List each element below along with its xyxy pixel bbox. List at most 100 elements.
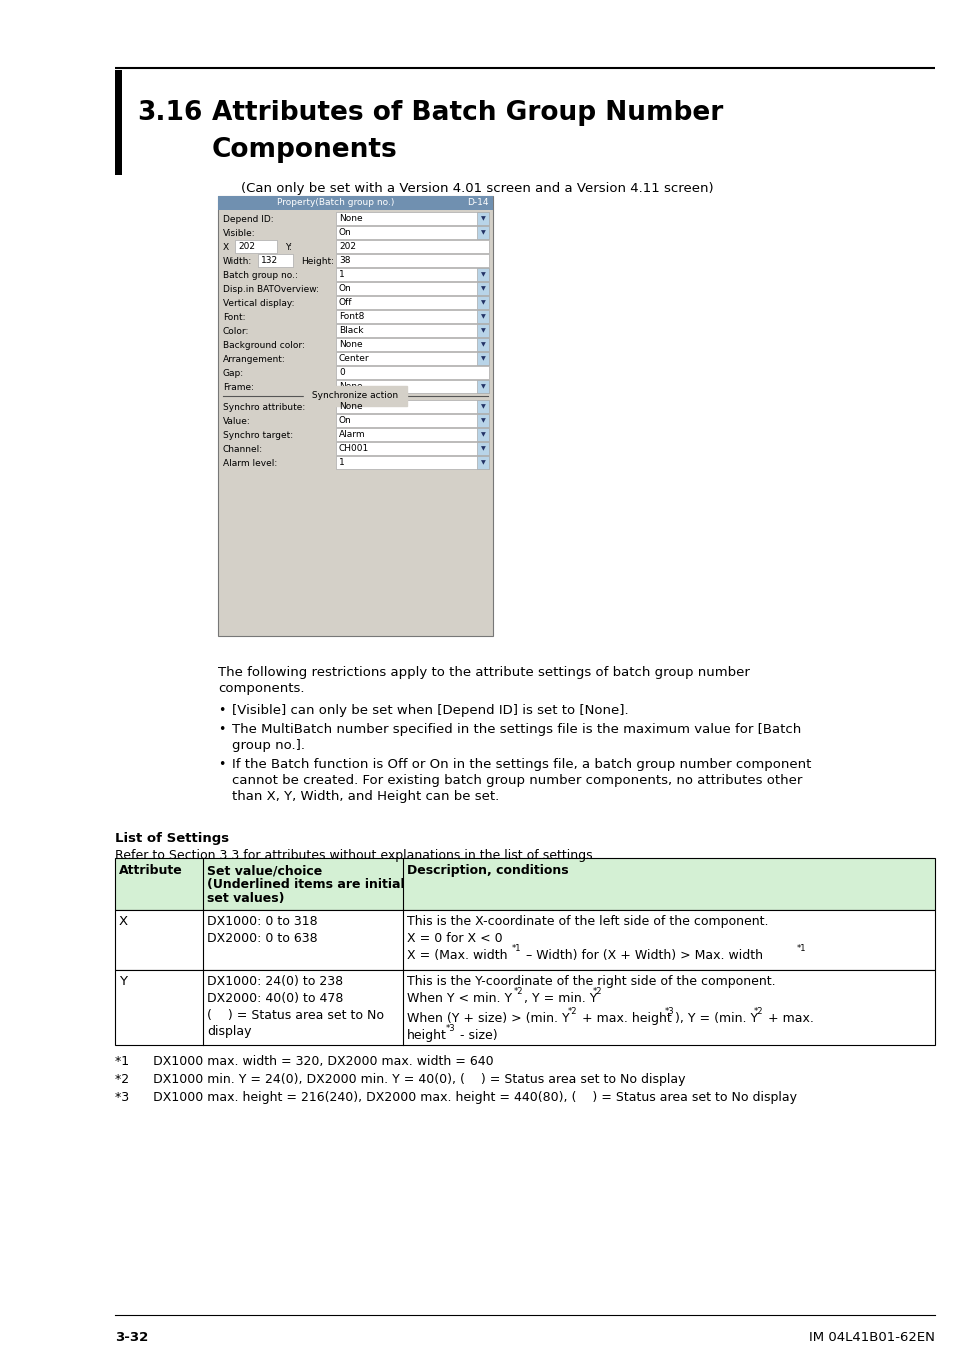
Bar xyxy=(476,441,489,455)
Text: *2: *2 xyxy=(514,987,523,996)
Text: Black: Black xyxy=(338,325,363,335)
Text: D-14: D-14 xyxy=(467,198,489,207)
Text: (    ) = Status area set to No: ( ) = Status area set to No xyxy=(207,1008,384,1022)
Text: ▼: ▼ xyxy=(480,230,485,235)
Text: 3.16: 3.16 xyxy=(137,100,202,126)
Bar xyxy=(335,414,489,427)
Text: ▼: ▼ xyxy=(480,216,485,221)
Bar xyxy=(335,269,489,281)
Text: 132: 132 xyxy=(261,256,278,265)
Text: *3: *3 xyxy=(446,1025,456,1033)
Text: - size): - size) xyxy=(456,1029,497,1042)
Text: 1: 1 xyxy=(338,458,344,467)
Text: CH001: CH001 xyxy=(338,444,369,454)
Bar xyxy=(257,254,293,267)
Bar xyxy=(335,366,489,379)
Text: *2: *2 xyxy=(567,1007,577,1017)
Text: DX2000: 0 to 638: DX2000: 0 to 638 xyxy=(207,931,317,945)
Text: ▼: ▼ xyxy=(480,300,485,305)
Text: Refer to Section 3.3 for attributes without explanations in the list of settings: Refer to Section 3.3 for attributes with… xyxy=(115,849,596,863)
Text: – Width) for (X + Width) > Max. width: – Width) for (X + Width) > Max. width xyxy=(521,949,762,963)
Text: ▼: ▼ xyxy=(480,404,485,409)
Text: *1: *1 xyxy=(512,944,521,953)
Bar xyxy=(115,859,934,910)
Text: cannot be created. For existing batch group number components, no attributes oth: cannot be created. For existing batch gr… xyxy=(232,774,801,787)
Text: Attribute: Attribute xyxy=(119,864,183,878)
Text: display: display xyxy=(207,1025,252,1038)
Text: ▼: ▼ xyxy=(480,286,485,292)
Text: height: height xyxy=(407,1029,446,1042)
Bar xyxy=(476,296,489,309)
Text: IM 04L41B01-62EN: IM 04L41B01-62EN xyxy=(808,1331,934,1345)
Text: components.: components. xyxy=(218,682,304,695)
Text: The following restrictions apply to the attribute settings of batch group number: The following restrictions apply to the … xyxy=(218,666,749,679)
Bar xyxy=(476,456,489,468)
Bar xyxy=(335,212,489,225)
Text: On: On xyxy=(338,228,352,238)
Text: When (Y + size) > (min. Y: When (Y + size) > (min. Y xyxy=(407,1012,569,1025)
Text: X = 0 for X < 0: X = 0 for X < 0 xyxy=(407,931,502,945)
Text: Visible:: Visible: xyxy=(223,228,255,238)
Text: Height:: Height: xyxy=(301,256,334,266)
Text: Font8: Font8 xyxy=(338,312,364,321)
Bar xyxy=(335,428,489,441)
Text: If the Batch function is Off or On in the settings file, a batch group number co: If the Batch function is Off or On in th… xyxy=(232,757,810,771)
Text: Y: Y xyxy=(119,975,127,988)
Bar xyxy=(335,400,489,413)
Text: List of Settings: List of Settings xyxy=(115,832,229,845)
Text: 202: 202 xyxy=(237,242,254,251)
Bar xyxy=(335,324,489,338)
Text: 1: 1 xyxy=(338,270,344,279)
Text: ▼: ▼ xyxy=(480,271,485,277)
Text: *2      DX1000 min. Y = 24(0), DX2000 min. Y = 40(0), (    ) = Status area set t: *2 DX1000 min. Y = 24(0), DX2000 min. Y … xyxy=(115,1073,685,1085)
Text: 3-32: 3-32 xyxy=(115,1331,148,1345)
Text: Y:: Y: xyxy=(285,243,292,251)
Text: (Can only be set with a Version 4.01 screen and a Version 4.11 screen): (Can only be set with a Version 4.01 scr… xyxy=(240,182,713,194)
Bar xyxy=(335,282,489,296)
Bar xyxy=(335,379,489,393)
Text: X = (Max. width: X = (Max. width xyxy=(407,949,507,963)
Bar xyxy=(476,400,489,413)
Text: + max. height: + max. height xyxy=(578,1012,671,1025)
Text: This is the X-coordinate of the left side of the component.: This is the X-coordinate of the left sid… xyxy=(407,915,768,927)
Bar xyxy=(115,70,122,176)
Bar xyxy=(335,296,489,309)
Text: 202: 202 xyxy=(338,242,355,251)
Text: Batch group no.:: Batch group no.: xyxy=(223,270,297,279)
Bar xyxy=(476,379,489,393)
Bar xyxy=(476,338,489,351)
Text: ▼: ▼ xyxy=(480,315,485,319)
Text: X: X xyxy=(119,915,128,927)
Text: *1: *1 xyxy=(796,944,805,953)
Text: DX1000: 0 to 318: DX1000: 0 to 318 xyxy=(207,915,317,927)
Bar xyxy=(476,352,489,365)
Text: Gap:: Gap: xyxy=(223,369,244,378)
Text: DX1000: 24(0) to 238: DX1000: 24(0) to 238 xyxy=(207,975,343,988)
Text: X: X xyxy=(223,243,229,251)
Text: Arrangement:: Arrangement: xyxy=(223,355,286,363)
Text: *3      DX1000 max. height = 216(240), DX2000 max. height = 440(80), (    ) = St: *3 DX1000 max. height = 216(240), DX2000… xyxy=(115,1091,796,1104)
Text: Alarm: Alarm xyxy=(338,431,365,439)
Text: ▼: ▼ xyxy=(480,328,485,333)
Bar xyxy=(335,456,489,468)
Text: None: None xyxy=(338,215,362,223)
Bar xyxy=(476,310,489,323)
Text: On: On xyxy=(338,284,352,293)
Text: Disp.in BATOverview:: Disp.in BATOverview: xyxy=(223,285,318,293)
Text: Frame:: Frame: xyxy=(223,382,253,391)
Text: set values): set values) xyxy=(207,892,284,904)
Text: than X, Y, Width, and Height can be set.: than X, Y, Width, and Height can be set. xyxy=(232,790,498,803)
Bar xyxy=(218,196,493,211)
Text: Vertical display:: Vertical display: xyxy=(223,298,294,308)
Text: 0: 0 xyxy=(338,369,344,377)
Text: ▼: ▼ xyxy=(480,432,485,437)
Bar xyxy=(476,225,489,239)
Text: Color:: Color: xyxy=(223,327,249,336)
Text: When Y < min. Y: When Y < min. Y xyxy=(407,992,512,1004)
Bar xyxy=(476,212,489,225)
Text: •: • xyxy=(218,724,225,736)
Text: *2: *2 xyxy=(593,987,602,996)
Text: Depend ID:: Depend ID: xyxy=(223,215,274,224)
Text: Synchronize action: Synchronize action xyxy=(309,392,401,401)
Text: *3: *3 xyxy=(664,1007,674,1017)
